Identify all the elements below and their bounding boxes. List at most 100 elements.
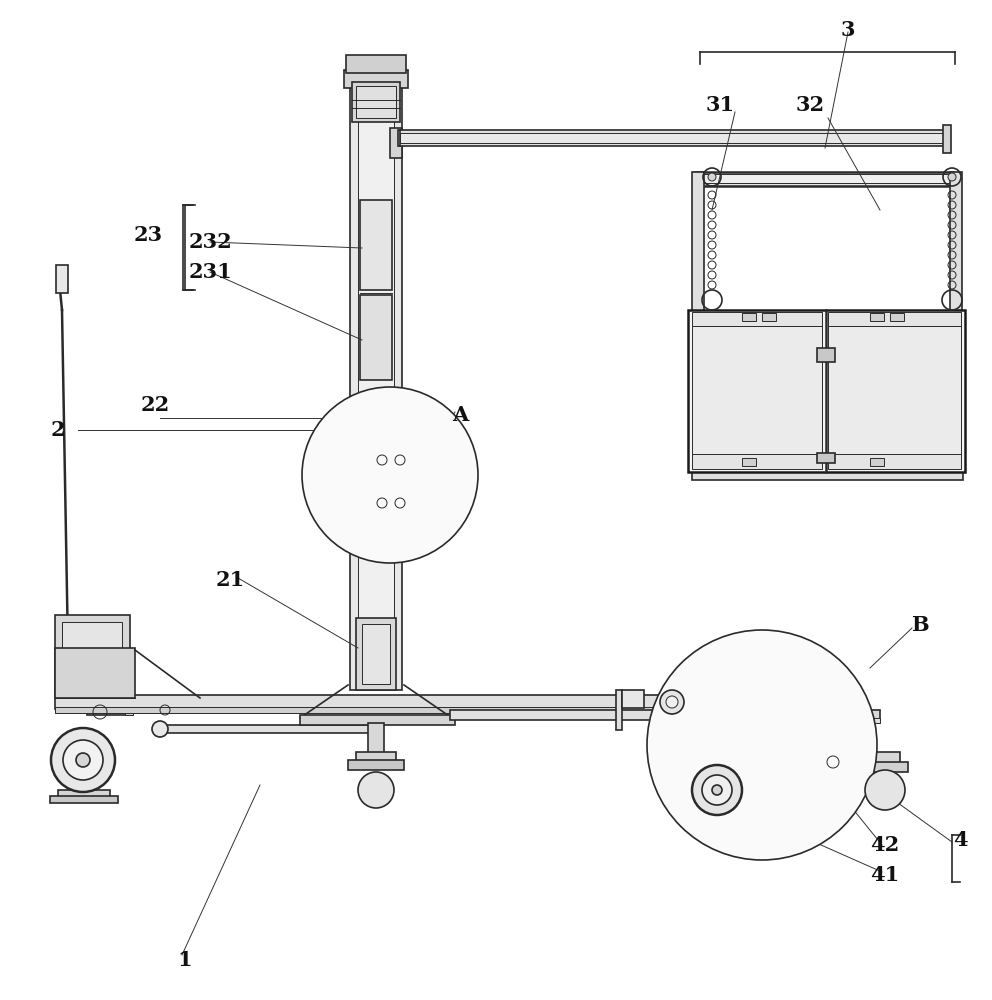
- Bar: [356, 752, 396, 762]
- Text: 41: 41: [870, 865, 900, 885]
- Bar: [795, 796, 801, 826]
- Bar: [655, 710, 880, 720]
- Bar: [55, 707, 715, 713]
- Bar: [697, 174, 951, 183]
- Bar: [828, 454, 961, 469]
- Circle shape: [76, 753, 90, 767]
- Circle shape: [63, 740, 103, 780]
- Text: 231: 231: [188, 262, 232, 282]
- Circle shape: [692, 765, 742, 815]
- Bar: [125, 707, 133, 715]
- Bar: [828, 326, 961, 456]
- Bar: [350, 80, 402, 690]
- Text: 23: 23: [134, 225, 163, 245]
- Bar: [348, 760, 404, 770]
- Text: 42: 42: [870, 835, 900, 855]
- Bar: [55, 695, 715, 709]
- Bar: [692, 468, 963, 480]
- Circle shape: [702, 775, 732, 805]
- Circle shape: [666, 696, 678, 708]
- Bar: [340, 480, 442, 490]
- Text: 32: 32: [796, 95, 824, 115]
- Bar: [346, 55, 406, 73]
- Bar: [384, 425, 394, 530]
- Bar: [356, 86, 396, 118]
- Bar: [692, 454, 822, 469]
- Bar: [792, 793, 840, 803]
- Text: 4: 4: [952, 830, 967, 850]
- Bar: [352, 82, 400, 122]
- Bar: [358, 88, 394, 688]
- Bar: [827, 758, 839, 783]
- Bar: [890, 313, 904, 321]
- Bar: [622, 690, 644, 708]
- Circle shape: [708, 173, 716, 181]
- Text: 2: 2: [51, 420, 65, 440]
- Text: 232: 232: [188, 232, 232, 252]
- Bar: [300, 715, 455, 725]
- Bar: [950, 172, 962, 472]
- Bar: [828, 312, 961, 326]
- Bar: [742, 313, 756, 321]
- Bar: [390, 128, 402, 158]
- Bar: [870, 752, 900, 764]
- Circle shape: [660, 690, 684, 714]
- Text: 21: 21: [215, 570, 245, 590]
- Bar: [360, 200, 392, 290]
- Bar: [56, 265, 68, 293]
- Bar: [87, 705, 127, 715]
- Text: A: A: [452, 405, 468, 425]
- Bar: [368, 723, 384, 753]
- Text: 3: 3: [841, 20, 855, 40]
- Text: 1: 1: [178, 950, 192, 970]
- Bar: [340, 435, 442, 445]
- Text: 31: 31: [705, 95, 734, 115]
- Bar: [62, 660, 78, 676]
- Bar: [62, 622, 122, 687]
- Bar: [870, 313, 884, 321]
- Bar: [408, 425, 418, 530]
- Bar: [616, 690, 622, 730]
- Bar: [332, 525, 450, 535]
- Bar: [450, 710, 670, 720]
- Bar: [50, 796, 118, 803]
- Bar: [688, 310, 965, 472]
- Bar: [344, 70, 408, 88]
- Bar: [340, 518, 442, 528]
- Circle shape: [712, 785, 722, 795]
- Bar: [943, 125, 951, 153]
- Bar: [55, 615, 130, 695]
- Bar: [400, 133, 946, 143]
- Bar: [692, 312, 822, 326]
- Text: 22: 22: [141, 395, 170, 415]
- Bar: [742, 458, 756, 466]
- Bar: [692, 326, 822, 456]
- Bar: [55, 648, 135, 698]
- Circle shape: [358, 772, 394, 808]
- Bar: [655, 718, 880, 723]
- Circle shape: [865, 770, 905, 810]
- Bar: [356, 618, 396, 690]
- Bar: [706, 762, 728, 792]
- Circle shape: [948, 173, 956, 181]
- Bar: [58, 790, 110, 798]
- Circle shape: [51, 728, 115, 792]
- Bar: [695, 172, 953, 186]
- Bar: [362, 624, 390, 684]
- Bar: [398, 130, 948, 146]
- Bar: [817, 453, 835, 463]
- Bar: [360, 295, 392, 380]
- Bar: [340, 500, 442, 508]
- Bar: [870, 458, 884, 466]
- Circle shape: [152, 721, 168, 737]
- Bar: [762, 313, 776, 321]
- Text: B: B: [912, 615, 929, 635]
- Bar: [372, 425, 382, 530]
- Bar: [396, 425, 406, 530]
- Circle shape: [302, 387, 478, 563]
- Bar: [692, 172, 704, 472]
- Bar: [340, 455, 442, 463]
- Circle shape: [647, 630, 877, 860]
- Bar: [805, 740, 827, 795]
- Bar: [862, 762, 908, 772]
